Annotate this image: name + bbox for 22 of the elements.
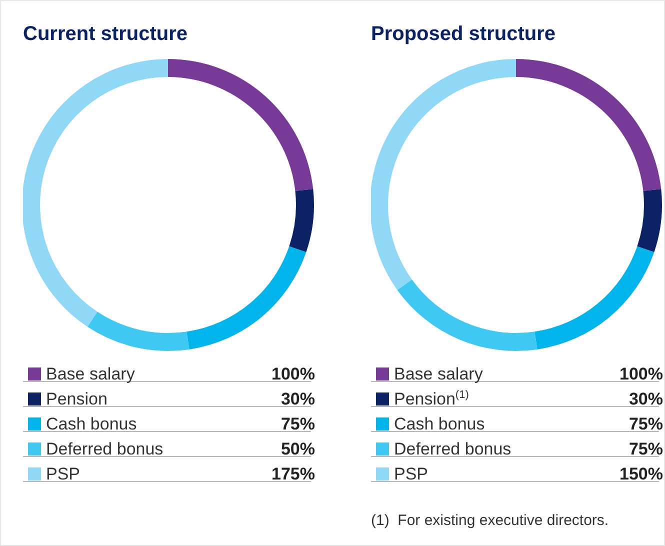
legend-label: PSP (394, 464, 428, 484)
data-label: 175% (272, 464, 315, 484)
chart-title: Current structure (23, 23, 188, 47)
legend-label: Deferred bonus (46, 440, 164, 458)
data-label: 150% (620, 464, 663, 484)
data-label: 75% (280, 414, 315, 434)
data-label: 30% (628, 390, 663, 408)
data-label: 100% (620, 364, 663, 384)
legend-label: Pension (46, 390, 108, 408)
legend-label: Cash bonus (46, 414, 137, 434)
legend-label: PSP (46, 464, 80, 484)
chart-title: Proposed structure (371, 23, 556, 47)
text: (1) For existing executive directors. (371, 512, 610, 529)
data-label: 50% (280, 440, 315, 458)
data-label: 30% (280, 390, 315, 408)
data-label: 75% (628, 414, 663, 434)
legend-label: Cash bonus (394, 414, 485, 434)
data-label: 75% (628, 440, 663, 458)
legend-label: Base salary (46, 364, 136, 384)
legend-label: Base salary (394, 364, 484, 384)
legend-label: Deferred bonus (394, 440, 512, 458)
data-label: 100% (272, 364, 315, 384)
